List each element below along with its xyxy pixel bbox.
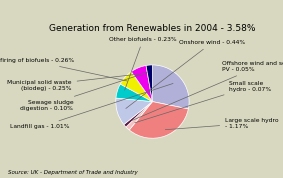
Text: Co-firing of biofuels - 0.26%: Co-firing of biofuels - 0.26% — [0, 58, 127, 81]
Wedge shape — [116, 84, 153, 102]
Text: Large scale hydro
- 1.17%: Large scale hydro - 1.17% — [165, 118, 279, 130]
Text: Source: UK - Department of Trade and Industry: Source: UK - Department of Trade and Ind… — [8, 170, 138, 175]
Wedge shape — [124, 102, 153, 127]
Text: Offshore wind and solar
PV - 0.05%: Offshore wind and solar PV - 0.05% — [132, 61, 283, 120]
Wedge shape — [126, 102, 153, 130]
Title: Generation from Renewables in 2004 - 3.58%: Generation from Renewables in 2004 - 3.5… — [49, 24, 256, 33]
Wedge shape — [131, 66, 153, 102]
Wedge shape — [116, 98, 153, 125]
Text: Landfill gas - 1.01%: Landfill gas - 1.01% — [10, 83, 173, 129]
Text: Sewage sludge
digestion - 0.10%: Sewage sludge digestion - 0.10% — [20, 72, 147, 111]
Text: Other biofuels - 0.23%: Other biofuels - 0.23% — [110, 36, 177, 90]
Wedge shape — [120, 72, 153, 102]
Wedge shape — [153, 65, 189, 109]
Text: Small scale
hydro - 0.07%: Small scale hydro - 0.07% — [135, 81, 272, 123]
Wedge shape — [146, 65, 153, 102]
Text: Onshore wind - 0.44%: Onshore wind - 0.44% — [126, 40, 245, 108]
Text: Municipal solid waste
(biodeg) - 0.25%: Municipal solid waste (biodeg) - 0.25% — [7, 74, 138, 91]
Wedge shape — [129, 102, 188, 138]
